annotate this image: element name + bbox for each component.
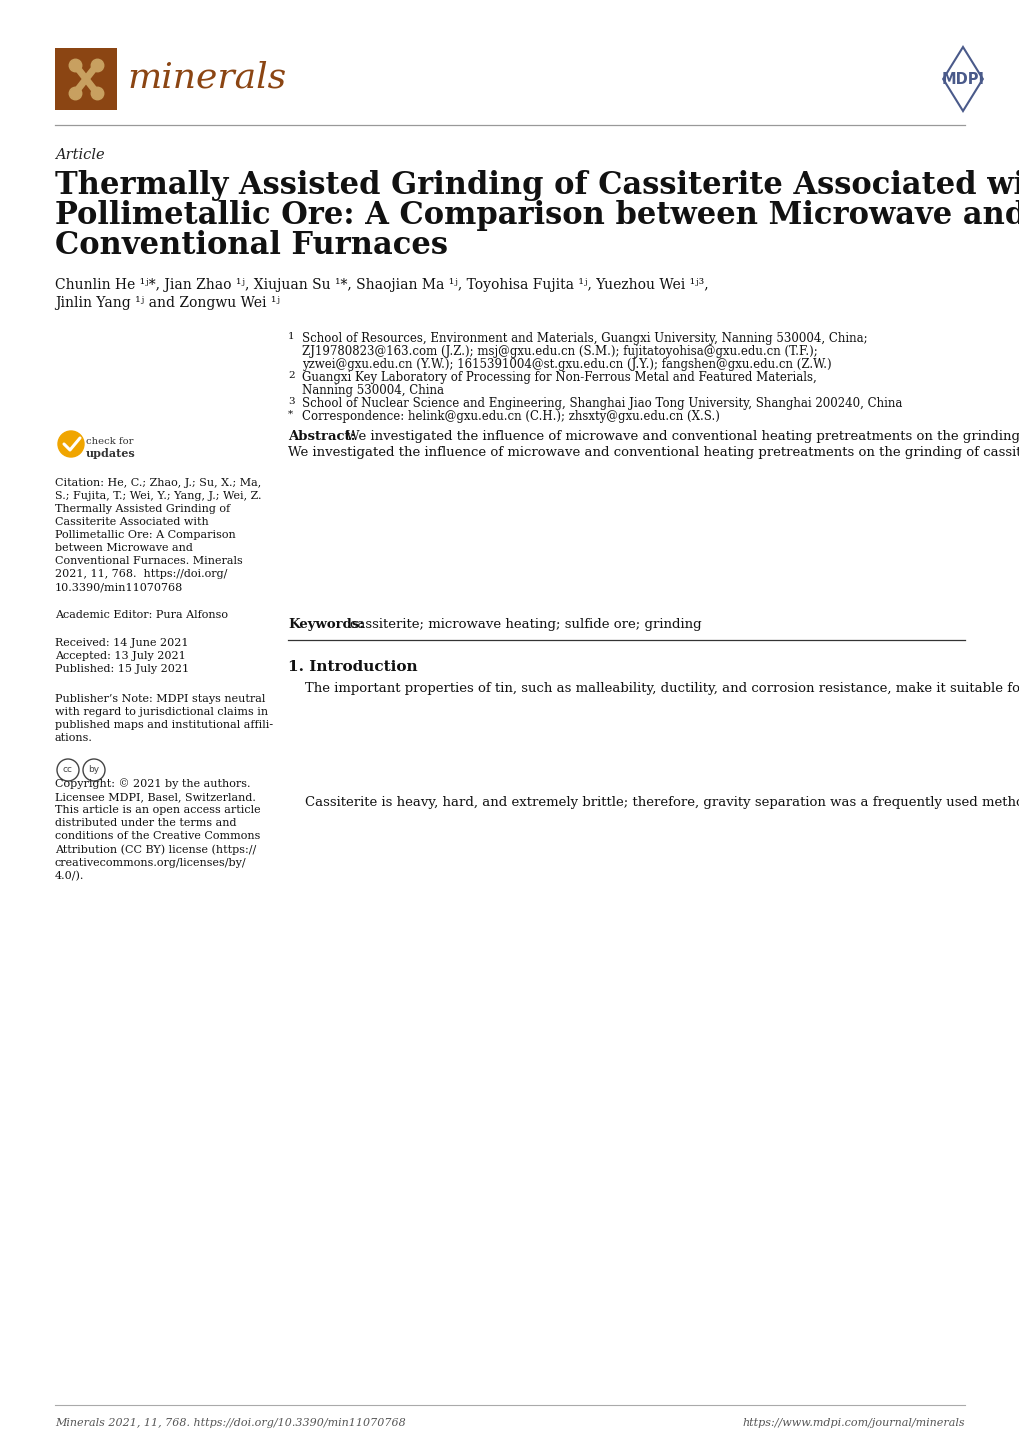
Circle shape	[58, 431, 84, 457]
Text: https://www.mdpi.com/journal/minerals: https://www.mdpi.com/journal/minerals	[742, 1417, 964, 1428]
Text: yzwei@gxu.edu.cn (Y.W.); 1615391004@st.gxu.edu.cn (J.Y.); fangshen@gxu.edu.cn (Z: yzwei@gxu.edu.cn (Y.W.); 1615391004@st.g…	[302, 358, 830, 371]
Text: updates: updates	[86, 448, 136, 459]
Text: Citation: He, C.; Zhao, J.; Su, X.; Ma,
S.; Fujita, T.; Wei, Y.; Yang, J.; Wei, : Citation: He, C.; Zhao, J.; Su, X.; Ma, …	[55, 477, 261, 593]
Text: Conventional Furnaces: Conventional Furnaces	[55, 231, 447, 261]
Text: 3: 3	[287, 397, 294, 407]
Text: minerals: minerals	[127, 61, 286, 95]
Text: Chunlin He ¹ʲ*, Jian Zhao ¹ʲ, Xiujuan Su ¹*, Shaojian Ma ¹ʲ, Toyohisa Fujita ¹ʲ,: Chunlin He ¹ʲ*, Jian Zhao ¹ʲ, Xiujuan Su…	[55, 278, 708, 291]
Text: Received: 14 June 2021
Accepted: 13 July 2021
Published: 15 July 2021: Received: 14 June 2021 Accepted: 13 July…	[55, 637, 189, 673]
Text: Pollimetallic Ore: A Comparison between Microwave and: Pollimetallic Ore: A Comparison between …	[55, 200, 1019, 231]
Text: Copyright: © 2021 by the authors.
Licensee MDPI, Basel, Switzerland.
This articl: Copyright: © 2021 by the authors. Licens…	[55, 779, 261, 881]
Text: 1. Introduction: 1. Introduction	[287, 660, 417, 673]
Text: cassiterite; microwave heating; sulfide ore; grinding: cassiterite; microwave heating; sulfide …	[350, 619, 701, 632]
FancyBboxPatch shape	[55, 48, 117, 110]
Text: Abstract:: Abstract:	[287, 430, 356, 443]
Text: by: by	[89, 766, 100, 774]
Text: Thermally Assisted Grinding of Cassiterite Associated with: Thermally Assisted Grinding of Cassiteri…	[55, 170, 1019, 200]
Text: School of Nuclear Science and Engineering, Shanghai Jiao Tong University, Shangh: School of Nuclear Science and Engineerin…	[302, 397, 902, 410]
Text: Publisher’s Note: MDPI stays neutral
with regard to jurisdictional claims in
pub: Publisher’s Note: MDPI stays neutral wit…	[55, 694, 273, 743]
Text: School of Resources, Environment and Materials, Guangxi University, Nanning 5300: School of Resources, Environment and Mat…	[302, 332, 867, 345]
Text: 2: 2	[287, 371, 294, 381]
Text: Minerals 2021, 11, 768. https://doi.org/10.3390/min11070768: Minerals 2021, 11, 768. https://doi.org/…	[55, 1417, 406, 1428]
Text: Article: Article	[55, 149, 105, 162]
Text: Jinlin Yang ¹ʲ and Zongwu Wei ¹ʲ: Jinlin Yang ¹ʲ and Zongwu Wei ¹ʲ	[55, 296, 280, 310]
Text: check for: check for	[86, 437, 133, 446]
Text: Nanning 530004, China: Nanning 530004, China	[302, 384, 443, 397]
Text: We investigated the influence of microwave and conventional heating pretreatment: We investigated the influence of microwa…	[345, 430, 1019, 443]
Text: Guangxi Key Laboratory of Processing for Non-Ferrous Metal and Featured Material: Guangxi Key Laboratory of Processing for…	[302, 371, 816, 384]
Text: We investigated the influence of microwave and conventional heating pretreatment: We investigated the influence of microwa…	[287, 446, 1019, 459]
Text: Keywords:: Keywords:	[287, 619, 364, 632]
Text: Academic Editor: Pura Alfonso: Academic Editor: Pura Alfonso	[55, 610, 228, 620]
Text: 1: 1	[287, 332, 294, 340]
Text: ZJ19780823@163.com (J.Z.); msj@gxu.edu.cn (S.M.); fujitatoyohisa@gxu.edu.cn (T.F: ZJ19780823@163.com (J.Z.); msj@gxu.edu.c…	[302, 345, 817, 358]
Text: The important properties of tin, such as malleability, ductility, and corrosion : The important properties of tin, such as…	[287, 682, 1019, 695]
Text: MDPI: MDPI	[941, 72, 983, 87]
Text: *: *	[287, 410, 292, 420]
Text: cc: cc	[63, 766, 73, 774]
Text: Correspondence: helink@gxu.edu.cn (C.H.); zhsxty@gxu.edu.cn (X.S.): Correspondence: helink@gxu.edu.cn (C.H.)…	[302, 410, 719, 423]
Text: Cassiterite is heavy, hard, and extremely brittle; therefore, gravity separation: Cassiterite is heavy, hard, and extremel…	[287, 796, 1019, 809]
